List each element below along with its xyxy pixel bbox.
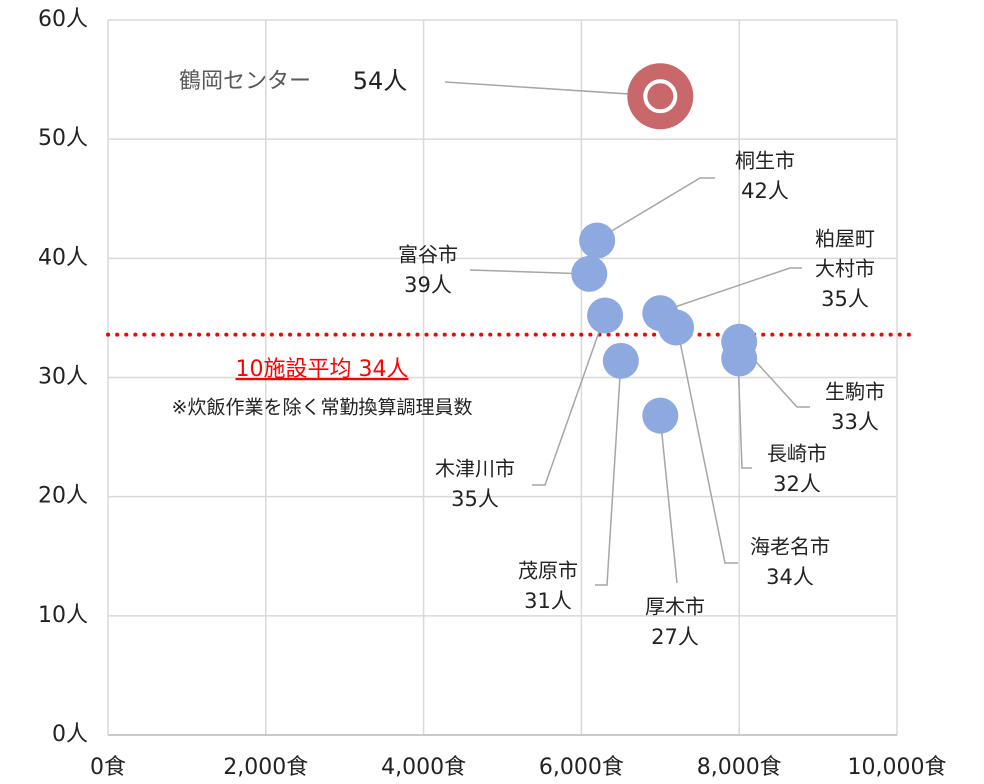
note: ※炊飯作業を除く常勤換算調理員数 bbox=[172, 397, 473, 419]
leader-line bbox=[595, 359, 622, 586]
point bbox=[571, 255, 608, 292]
point-name: 木津川市 bbox=[435, 457, 515, 481]
point bbox=[658, 309, 695, 346]
point-name: 海老名市 bbox=[750, 535, 830, 559]
point bbox=[602, 342, 639, 379]
value-label: 35人 bbox=[451, 487, 499, 511]
value-label: 27人 bbox=[651, 625, 699, 649]
y-tick-label: 40人 bbox=[38, 245, 88, 270]
y-tick-label: 10人 bbox=[38, 603, 88, 628]
point-name: 粕屋町 bbox=[815, 227, 875, 251]
x-tick-label: 6,000食 bbox=[539, 755, 624, 780]
leader-line bbox=[737, 357, 752, 469]
value-label: 39人 bbox=[404, 273, 452, 297]
x-tick-label: 4,000食 bbox=[381, 755, 466, 780]
x-tick-label: 0食 bbox=[90, 755, 126, 780]
x-tick-label: 10,000食 bbox=[848, 755, 947, 780]
leader-line bbox=[659, 267, 802, 313]
point-name: 厚木市 bbox=[645, 595, 705, 619]
highlight-point bbox=[627, 63, 694, 130]
point-name: 生駒市 bbox=[825, 380, 885, 404]
highlight-ring bbox=[643, 79, 678, 114]
value-label: 42人 bbox=[741, 179, 789, 203]
value-label: 34人 bbox=[766, 565, 814, 589]
y-tick-label: 30人 bbox=[38, 365, 88, 390]
point bbox=[721, 340, 758, 377]
value-label: 35人 bbox=[821, 287, 869, 311]
value-label: 54人 bbox=[353, 67, 408, 95]
point bbox=[642, 397, 679, 434]
leader-line bbox=[609, 177, 715, 233]
value-label: 32人 bbox=[773, 472, 821, 496]
y-tick-label: 60人 bbox=[38, 7, 88, 32]
point bbox=[587, 297, 624, 334]
point-name: 桐生市 bbox=[735, 149, 795, 173]
point-name: 大村市 bbox=[815, 257, 875, 281]
value-label: 31人 bbox=[524, 589, 572, 613]
leader-line bbox=[532, 314, 606, 486]
leader-line bbox=[737, 341, 810, 408]
point-name: 茂原市 bbox=[518, 559, 578, 583]
leader-line bbox=[444, 81, 661, 97]
point-name: 鶴岡センター bbox=[179, 69, 311, 94]
x-tick-label: 8,000食 bbox=[697, 755, 782, 780]
value-label: 33人 bbox=[831, 410, 879, 434]
y-tick-label: 20人 bbox=[38, 484, 88, 509]
point bbox=[579, 222, 616, 259]
reference-label: 10施設平均 34人 bbox=[236, 357, 409, 382]
x-tick-label: 2,000食 bbox=[223, 755, 308, 780]
leader-line bbox=[676, 326, 738, 564]
leader-line bbox=[659, 414, 678, 584]
point-name: 長崎市 bbox=[767, 442, 827, 466]
leader-line bbox=[469, 269, 591, 275]
y-tick-label: 50人 bbox=[38, 126, 88, 151]
y-tick-label: 0人 bbox=[52, 722, 88, 747]
point-name: 富谷市 bbox=[398, 243, 458, 267]
